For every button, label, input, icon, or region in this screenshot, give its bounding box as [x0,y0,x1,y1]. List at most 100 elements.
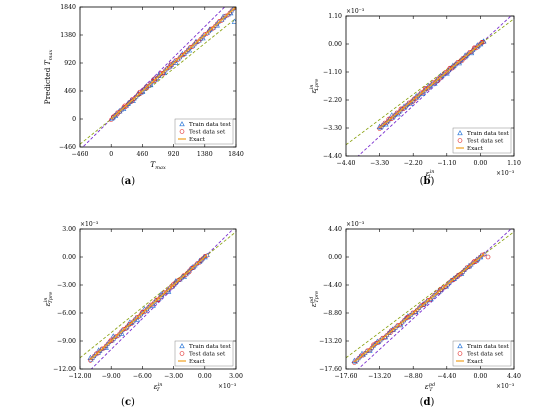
x-tick-label: 0.00 [198,373,212,380]
test-point [140,309,145,315]
test-point [436,76,441,81]
x-tick-label: −1.10 [437,160,456,167]
y-axis-label: εinTpre [43,292,54,307]
x-tick-label: −3.30 [370,160,389,167]
test-point [387,116,393,121]
exact-line [89,254,208,361]
lower-bound-line [346,231,514,359]
x-tick-label: 0.00 [474,160,488,167]
panel-caption: (d) [420,397,435,408]
x-tick-label: 1.10 [507,160,521,167]
x-tick-label: −17.60 [335,373,358,380]
test-point [181,273,186,278]
y-tick-label: −2.20 [323,97,342,104]
plot-area [80,229,236,369]
y-tick-label: 0 [72,116,76,123]
y-tick-label: −9.00 [57,338,76,345]
legend-train-marker [457,343,463,349]
test-point [127,322,132,327]
train-point [480,38,487,44]
x-tick-label: 920 [168,151,180,158]
x-axis-label: Tmax [150,160,166,171]
test-point [424,86,429,91]
test-point [456,272,461,277]
y-axis-label: εinLpre [309,79,320,94]
test-point [165,65,170,71]
y-tick-label: 1840 [60,4,76,11]
y-tick-label: −3.30 [323,125,342,132]
y-tick-label: 4.40 [328,226,342,233]
test-point [365,348,370,353]
panel-caption: (c) [121,397,135,408]
y-tick-label: −3.00 [57,282,76,289]
exact-line [353,253,485,363]
lower-bound-line [80,231,236,359]
panel-a: −460 0 460 920 1380 1840 −460 0 460 920 1380 1840 Tm… [43,4,244,187]
test-point [395,323,400,328]
test-point [410,310,415,315]
y-tick-label: 0.00 [328,41,342,48]
y-tick-label: 1380 [60,32,76,39]
x-tick-label: −8.80 [404,373,423,380]
x-tick-label: −2.20 [404,160,423,167]
plot-frame [345,15,515,157]
panel-b: −4.40 −3.30 −2.20 −1.10 0.00 1.10 −4.40 −3.30 −2… [309,8,521,187]
test-point [208,26,214,31]
y-axis-label: Predicted Tmax [43,49,54,104]
x-tick-label: −460 [72,151,89,158]
legend-test-marker [179,351,185,356]
y-axis-label: εpdTpre [309,291,320,307]
y-tick-label: 920 [64,60,76,67]
test-point [109,117,114,122]
plot-area [346,229,514,369]
test-point [179,52,184,58]
y-exponent: ×10⁻³ [346,8,365,15]
test-point [441,285,446,290]
y-tick-label: 1.10 [328,13,342,20]
legend-exact-label: Exact [189,137,206,143]
test-point [460,56,465,61]
legend-test-label: Test data set [189,352,226,358]
upper-bound-line [357,229,512,369]
y-exponent: ×10⁻³ [346,221,365,228]
test-point [380,335,385,341]
legend-test-marker [179,129,185,134]
legend-train-label: Train data test [467,131,510,137]
test-point [352,360,357,365]
x-tick-label: −3.00 [164,373,183,380]
legend-test-label: Test data set [467,352,504,358]
test-point [223,13,228,18]
upper-bound-line [90,229,234,369]
plot-frame [345,228,515,370]
x-tick-label: 0.00 [474,373,488,380]
panel-c: −12.00 −9.00 −6.00 −3.00 0.00 3.00 −12.00 −9.00… [43,221,243,408]
x-exponent: ×10⁻³ [218,383,237,390]
test-point [113,334,118,339]
test-point [448,66,453,71]
y-tick-label: 0.00 [328,254,342,261]
test-point [99,346,105,351]
y-tick-label: −13.20 [319,338,342,345]
test-point [154,297,159,302]
x-axis-label: εin T [154,382,163,393]
y-exponent: ×10⁻³ [80,221,99,228]
legend-test-label: Test data set [467,139,504,145]
x-exponent: ×10⁻³ [496,383,515,390]
test-point [167,285,173,290]
y-tick-label: 3.00 [62,226,76,233]
x-axis-label: εpd T [425,382,435,393]
test-point [136,92,141,97]
y-tick-label: −460 [59,144,76,151]
test-point [400,106,405,111]
panel-caption: (a) [121,176,135,187]
x-exponent: ×10⁻³ [496,170,515,177]
x-tick-label: 1840 [228,151,244,158]
y-tick-label: −17.60 [319,366,342,373]
legend-train-label: Train data test [189,344,232,350]
legend-exact-label: Exact [189,359,206,365]
test-point [472,46,477,51]
test-point [195,261,200,266]
x-axis-label: εin L [426,169,435,180]
